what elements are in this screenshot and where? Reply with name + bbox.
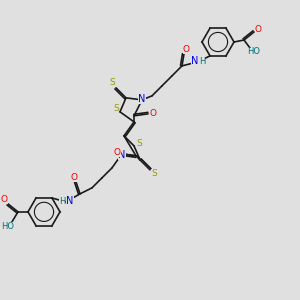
Text: S: S xyxy=(113,104,119,113)
Text: O: O xyxy=(182,45,190,54)
Text: O: O xyxy=(1,195,7,204)
Text: HO: HO xyxy=(2,222,14,231)
Text: HO: HO xyxy=(248,47,260,56)
Text: H: H xyxy=(199,57,205,66)
Text: O: O xyxy=(149,110,157,118)
Text: O: O xyxy=(254,25,262,34)
Text: N: N xyxy=(191,56,199,66)
Text: N: N xyxy=(118,150,126,160)
Text: O: O xyxy=(113,148,121,158)
Text: N: N xyxy=(138,94,146,104)
Text: H: H xyxy=(59,197,65,206)
Text: S: S xyxy=(151,169,157,178)
Text: O: O xyxy=(70,173,77,182)
Text: N: N xyxy=(66,196,74,206)
Text: S: S xyxy=(109,78,115,87)
Text: S: S xyxy=(136,140,142,148)
